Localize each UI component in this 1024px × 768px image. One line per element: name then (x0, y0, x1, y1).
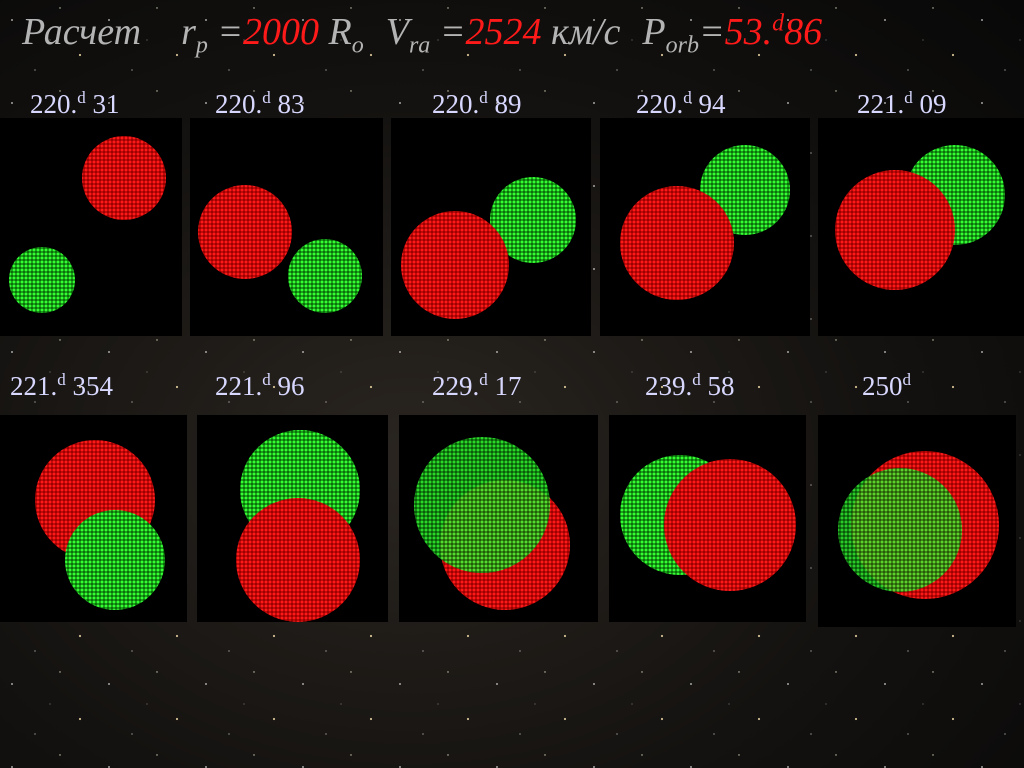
frame (0, 415, 187, 622)
value: 2000 (243, 11, 320, 53)
frame-label: 220.d 31 (30, 88, 120, 120)
time-main: 221. (215, 371, 263, 401)
time-rest: 94 (698, 89, 726, 119)
var: P (642, 11, 666, 53)
time-rest: 354 (72, 371, 114, 401)
frame-label: 221.d 09 (857, 88, 947, 120)
slide-title: Расчет rp =2000 Ro Vra =2524 км/с Porb=53.d… (22, 10, 822, 60)
time-superscript: d (902, 370, 912, 389)
time-rest: 17 (494, 371, 522, 401)
frame-label: 221.d 96 (215, 370, 305, 402)
time-main: 220. (636, 89, 684, 119)
subscript: p (195, 32, 208, 59)
frame (197, 415, 388, 622)
time-rest: 83 (277, 89, 305, 119)
value: 86 (784, 11, 823, 53)
time-rest: 96 (277, 371, 305, 401)
subscript: ra (408, 32, 431, 59)
value: 53. (724, 11, 773, 53)
equals: = (217, 11, 244, 53)
frame (818, 415, 1016, 627)
value: 2524 (465, 11, 542, 53)
time-superscript: d (479, 88, 488, 107)
time-superscript: d (262, 88, 271, 107)
var: V (385, 11, 409, 53)
time-rest: 89 (494, 89, 522, 119)
frame-label: 250d (862, 370, 911, 402)
frame (391, 118, 591, 336)
frame-label: 220.d 83 (215, 88, 305, 120)
time-rest: 31 (92, 89, 120, 119)
unit: км/с (550, 11, 621, 53)
time-rest: 09 (919, 89, 947, 119)
title-word: Расчет (22, 11, 142, 53)
frame (609, 415, 806, 622)
time-rest: 58 (707, 371, 735, 401)
frame (190, 118, 383, 336)
frame-label: 220.d 94 (636, 88, 726, 120)
subscript: orb (665, 32, 699, 59)
time-superscript: d (77, 88, 86, 107)
time-main: 220. (215, 89, 263, 119)
frame (399, 415, 598, 622)
unit: R (328, 11, 352, 53)
time-superscript: d (479, 370, 488, 389)
time-main: 221. (10, 371, 58, 401)
frame-label: 229.d 17 (432, 370, 522, 402)
time-superscript: d (57, 370, 66, 389)
frame-label: 239.d 58 (645, 370, 735, 402)
time-main: 239. (645, 371, 693, 401)
time-superscript: d (904, 88, 913, 107)
frame-label: 220.d 89 (432, 88, 522, 120)
time-main: 229. (432, 371, 480, 401)
time-superscript: d (683, 88, 692, 107)
superscript: d (772, 10, 785, 37)
time-main: 221. (857, 89, 905, 119)
time-superscript: d (692, 370, 701, 389)
frame (600, 118, 810, 336)
frame (818, 118, 1024, 336)
equals: = (439, 11, 466, 53)
time-main: 220. (432, 89, 480, 119)
frame (0, 118, 182, 336)
time-main: 220. (30, 89, 78, 119)
frame-label: 221.d 354 (10, 370, 113, 402)
time-main: 250 (862, 371, 903, 401)
subscript: o (351, 32, 364, 59)
var: r (181, 11, 196, 53)
time-superscript: d (262, 370, 271, 389)
equals: = (698, 11, 725, 53)
